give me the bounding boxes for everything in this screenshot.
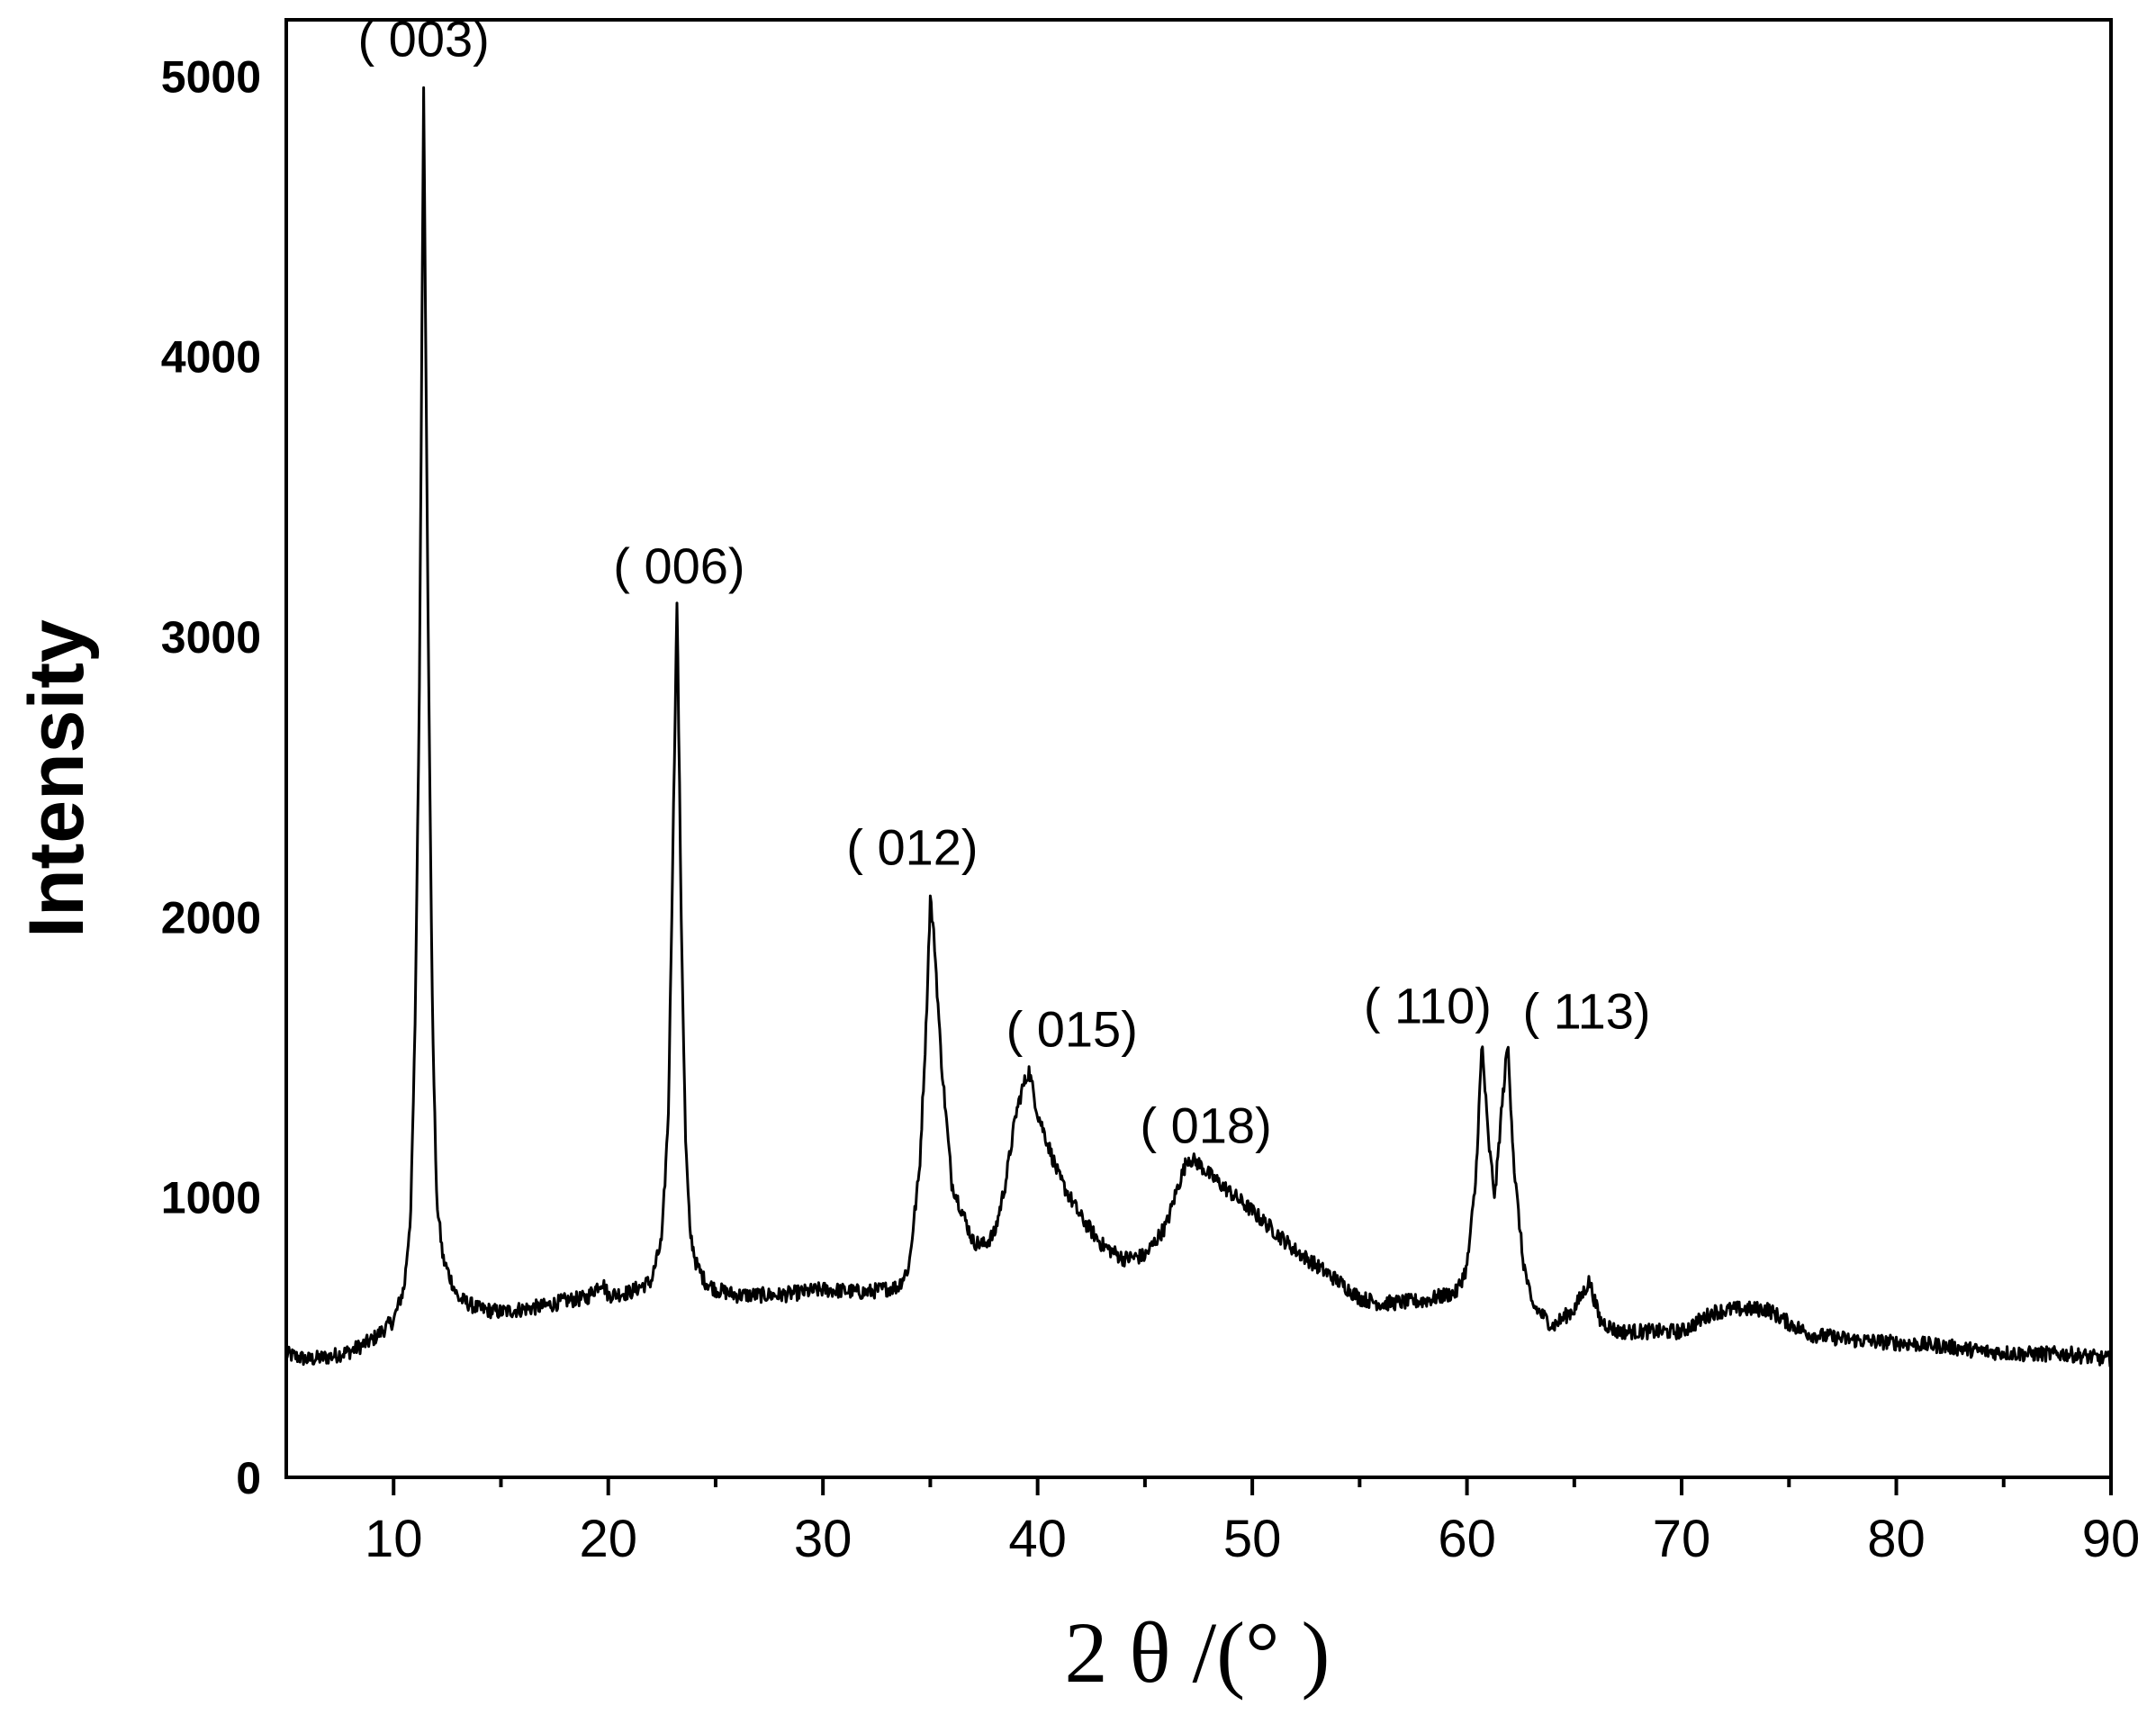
x-tick-label: 20 — [579, 1510, 637, 1568]
peak-label: ( 110) — [1364, 977, 1492, 1033]
y-tick-label: 3000 — [161, 612, 261, 663]
y-tick-label: 2000 — [161, 892, 261, 943]
y-axis-title: Intensity — [14, 619, 100, 938]
x-tick-label: 50 — [1223, 1510, 1282, 1568]
y-tick-label: 4000 — [161, 332, 261, 383]
peak-label: ( 012) — [846, 818, 978, 875]
y-tick-label: 5000 — [161, 51, 261, 102]
x-axis-title: 2 θ /(° ) — [1065, 1604, 1331, 1701]
y-tick-label: 1000 — [161, 1173, 261, 1223]
x-tick-label: 80 — [1867, 1510, 1926, 1568]
peak-label: ( 003) — [357, 10, 489, 67]
peak-annotations: ( 003) ( 006) ( 012) ( 015)( 018) ( 110) ( 11… — [357, 10, 1650, 1153]
x-tick-label: 10 — [365, 1510, 423, 1568]
x-tick-label: 70 — [1653, 1510, 1711, 1568]
x-axis-ticks: 10 20 30 40 50 60 70 80 90 — [365, 1477, 2140, 1568]
series-layer — [284, 86, 2113, 1368]
x-tick-label: 60 — [1438, 1510, 1496, 1568]
y-tick-label: 0 — [236, 1453, 261, 1503]
peak-label: ( 006) — [613, 537, 744, 594]
x-tick-label: 30 — [794, 1510, 852, 1568]
x-tick-label: 40 — [1008, 1510, 1067, 1568]
x-tick-label: 90 — [2082, 1510, 2141, 1568]
y-axis-ticks: 0 1000 2000 3000 4000 5000 — [161, 51, 261, 1503]
plot-frame — [284, 18, 2113, 1479]
series-line — [284, 86, 2113, 1368]
peak-label: ( 015) — [1006, 1000, 1138, 1057]
peak-label: ( 113) — [1522, 983, 1650, 1040]
peak-label: ( 018) — [1140, 1097, 1271, 1153]
